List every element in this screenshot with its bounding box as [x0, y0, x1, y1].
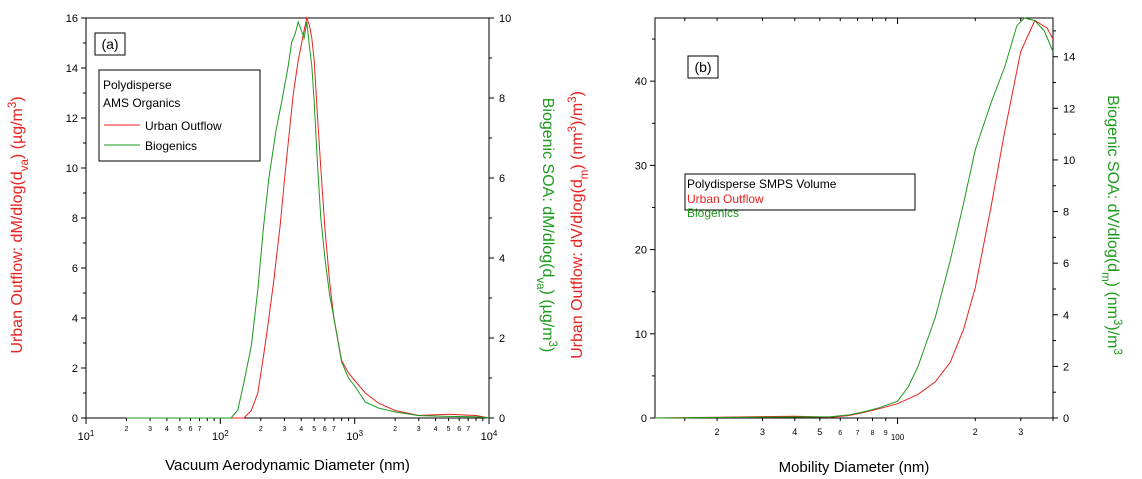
right-axis-title-a: Biogenic SOA: dM/dlog(dva) (µg/m3): [534, 98, 558, 353]
x-major-tick-label-b: 100: [891, 433, 905, 442]
legend-box-a: [98, 69, 261, 162]
x-axis-title-b: Mobility Diameter (nm): [779, 459, 930, 476]
right-axis-title-b: Biogenic SOA: dV/dlog(dm) (nm3)/m3: [1099, 95, 1123, 355]
right-tick-label-b: 4: [1063, 310, 1069, 322]
x-minor-tick-label-a: 3: [148, 426, 152, 433]
left-tick-label-a: 0: [72, 413, 78, 425]
right-tick-label-a: 4: [499, 253, 505, 265]
x-minor-tick-label-b: 4: [792, 427, 797, 437]
x-minor-tick-label-a: 2: [393, 426, 397, 433]
x-minor-tick-label-a: 2: [259, 426, 263, 433]
x-minor-tick-label-b: 9: [884, 430, 888, 437]
left-tick-label-b: 30: [635, 160, 647, 172]
x-minor-tick-label-a: 4: [165, 426, 169, 433]
x-minor-tick-label-b: 3: [1018, 427, 1023, 437]
x-minor-tick-label-a: 4: [434, 426, 438, 433]
right-tick-label-a: 10: [499, 13, 511, 25]
left-axis-title-a: Urban Outflow: dM/dlog(dva) (µg/m3): [7, 96, 31, 353]
x-minor-tick-label-a: 6: [457, 426, 461, 433]
x-minor-tick-label-b: 8: [871, 430, 875, 437]
left-tick-label-a: 16: [66, 13, 78, 25]
left-axis-title-b: Urban Outflow: dV/dlog(dm) (nm3)/m3): [567, 91, 591, 359]
legend-header-a: AMS Organics: [103, 96, 180, 110]
legend-header-b: Polydisperse SMPS Volume: [687, 177, 837, 191]
left-tick-label-a: 14: [66, 63, 78, 75]
right-tick-label-b: 8: [1063, 207, 1069, 219]
left-tick-label-a: 2: [72, 363, 78, 375]
x-minor-tick-label-b: 6: [838, 430, 842, 437]
right-tick-label-a: 6: [499, 173, 505, 185]
right-tick-label-b: 6: [1063, 258, 1069, 270]
x-minor-tick-label-a: 5: [312, 426, 316, 433]
x-axis-title-a: Vacuum Aerodynamic Diameter (nm): [165, 457, 410, 474]
left-tick-label-a: 4: [72, 313, 78, 325]
left-tick-label-b: 40: [635, 76, 647, 88]
plot-frame-b: [654, 17, 1054, 419]
x-minor-tick-label-b: 2: [973, 427, 978, 437]
x-minor-tick-label-a: 2: [124, 426, 128, 433]
panel-label-box-b: [687, 55, 719, 79]
x-major-tick-label-a: 101: [78, 429, 95, 444]
left-tick-label-a: 8: [72, 213, 78, 225]
x-minor-tick-label-a: 5: [447, 426, 451, 433]
panel-label-a: (a): [101, 36, 118, 52]
legend-box-b: [684, 173, 916, 211]
legend-entry-label-a: Urban Outflow: [145, 119, 222, 133]
legend-entry-label-b: Urban Outflow: [687, 192, 764, 206]
x-minor-tick-label-a: 4: [299, 426, 303, 433]
series-line-biogenics-a: [126, 20, 490, 419]
x-major-tick-label-a: 103: [346, 429, 363, 444]
legend-entry-label-a: Biogenics: [145, 139, 197, 153]
x-minor-tick-label-a: 7: [198, 426, 202, 433]
left-tick-label-a: 10: [66, 163, 78, 175]
right-tick-label-b: 0: [1063, 413, 1069, 425]
x-minor-tick-label-a: 6: [189, 426, 193, 433]
x-minor-tick-label-a: 7: [332, 426, 336, 433]
left-tick-label-b: 20: [635, 245, 647, 257]
x-major-tick-label-a: 104: [481, 429, 498, 444]
panel-label-box-a: [94, 32, 126, 56]
left-tick-label-a: 12: [66, 113, 78, 125]
right-tick-label-a: 2: [499, 333, 505, 345]
left-tick-label-b: 0: [641, 413, 647, 425]
panel-b: 0 10 20 30 40 0 2 4 6 8 10 12 14 2 3 4 5 6 7 8 9 2 3 100 (b) Poly…: [567, 17, 1123, 476]
x-minor-tick-label-a: 6: [323, 426, 327, 433]
x-minor-tick-label-b: 7: [856, 430, 860, 437]
left-tick-label-a: 6: [72, 263, 78, 275]
x-minor-tick-label-a: 5: [178, 426, 182, 433]
right-tick-label-b: 12: [1063, 103, 1075, 115]
x-minor-tick-label-a: 3: [282, 426, 286, 433]
legend-entry-label-b: Biogenics: [687, 206, 739, 220]
x-minor-tick-label-a: 3: [417, 426, 421, 433]
x-minor-tick-label-a: 7: [466, 426, 470, 433]
series-line-biogenics-b: [654, 17, 1054, 419]
left-tick-label-b: 10: [635, 329, 647, 341]
right-tick-label-a: 8: [499, 93, 505, 105]
series-line-urban-outflow-a: [126, 16, 490, 419]
panel-label-b: (b): [694, 59, 711, 75]
right-tick-label-a: 0: [499, 413, 505, 425]
x-minor-tick-label-b: 5: [817, 427, 822, 437]
x-minor-tick-label-b: 3: [760, 427, 765, 437]
x-major-tick-label-a: 102: [212, 429, 229, 444]
right-tick-label-b: 10: [1063, 155, 1075, 167]
right-tick-label-b: 2: [1063, 361, 1069, 373]
legend-header-a: Polydisperse: [103, 78, 172, 92]
x-minor-tick-label-b: 2: [715, 427, 720, 437]
right-tick-label-b: 14: [1063, 52, 1075, 64]
